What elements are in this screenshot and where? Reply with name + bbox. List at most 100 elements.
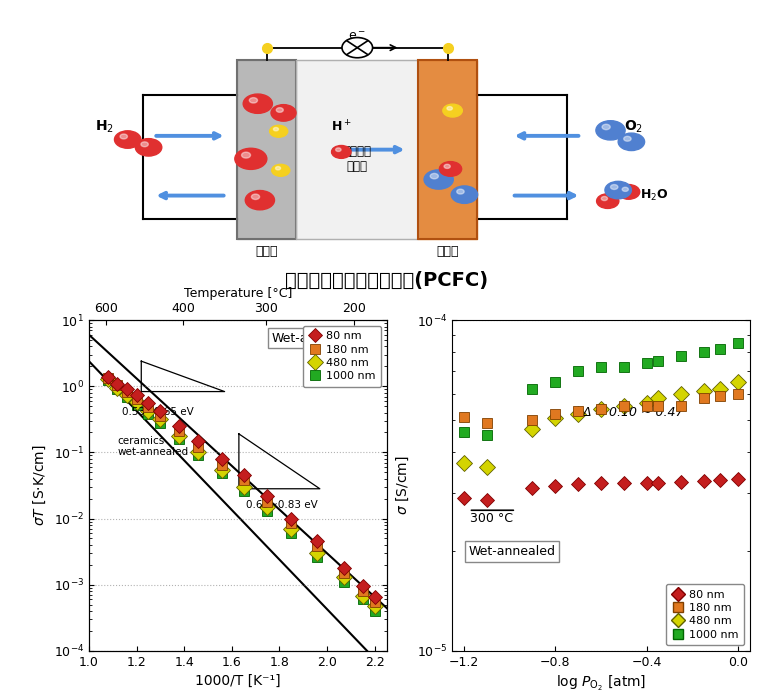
Circle shape — [622, 187, 628, 191]
180 nm — [358, 587, 367, 595]
Text: 300 °C: 300 °C — [470, 512, 513, 525]
Circle shape — [439, 161, 461, 176]
Text: e$^-$: e$^-$ — [349, 30, 366, 43]
Circle shape — [245, 191, 274, 209]
Circle shape — [274, 127, 278, 131]
480 nm — [358, 592, 367, 600]
80 nm — [104, 372, 113, 381]
1000 nm — [104, 376, 113, 384]
480 nm — [287, 525, 296, 533]
80 nm — [194, 436, 203, 445]
80 nm — [358, 582, 367, 590]
180 nm — [313, 542, 322, 551]
80 nm — [113, 379, 122, 388]
Circle shape — [597, 193, 619, 208]
480 nm — [194, 448, 203, 457]
180 nm — [370, 598, 380, 606]
480 nm — [144, 407, 153, 416]
80 nm — [313, 537, 322, 546]
Text: O$_2$: O$_2$ — [624, 118, 643, 135]
80 nm — [339, 564, 349, 572]
Circle shape — [444, 164, 451, 168]
Text: 燃料極: 燃料極 — [256, 245, 278, 258]
180 nm — [263, 498, 272, 506]
Circle shape — [335, 148, 341, 152]
180 nm — [104, 374, 113, 382]
Circle shape — [235, 148, 267, 169]
Circle shape — [272, 164, 290, 176]
Circle shape — [276, 108, 283, 112]
80 nm — [217, 454, 226, 463]
480 nm — [239, 483, 248, 491]
Circle shape — [618, 133, 645, 150]
Text: プロトン
伝導体: プロトン 伝導体 — [343, 145, 371, 173]
180 nm — [132, 395, 141, 403]
1000 nm — [155, 419, 165, 427]
Bar — [237, 60, 296, 239]
Circle shape — [141, 142, 148, 147]
Circle shape — [605, 182, 632, 199]
Circle shape — [250, 97, 257, 103]
480 nm — [175, 432, 184, 440]
480 nm — [155, 415, 165, 423]
X-axis label: Temperature [°C]: Temperature [°C] — [183, 287, 292, 300]
1000 nm — [194, 451, 203, 459]
Text: 0.69~0.83 eV: 0.69~0.83 eV — [246, 500, 318, 510]
Bar — [418, 60, 477, 239]
Bar — [296, 60, 418, 239]
Y-axis label: $\sigma T$ [S$\cdot$K/cm]: $\sigma T$ [S$\cdot$K/cm] — [32, 445, 48, 526]
X-axis label: 1000/T [K⁻¹]: 1000/T [K⁻¹] — [195, 674, 281, 688]
80 nm — [370, 593, 380, 601]
Circle shape — [447, 106, 452, 110]
80 nm — [263, 491, 272, 500]
Line: 80 nm: 80 nm — [103, 372, 380, 602]
1000 nm — [144, 410, 153, 418]
1000 nm — [358, 595, 367, 603]
1000 nm — [313, 553, 322, 562]
180 nm — [239, 476, 248, 484]
180 nm — [217, 461, 226, 469]
Text: プロトン伝導型燃料電池(PCFC): プロトン伝導型燃料電池(PCFC) — [285, 271, 488, 290]
Text: 空気極: 空気極 — [437, 245, 459, 258]
Circle shape — [602, 125, 610, 129]
Circle shape — [431, 173, 438, 179]
480 nm — [122, 391, 131, 400]
80 nm — [239, 471, 248, 480]
X-axis label: log $P_{\mathregular{O_2}}$ [atm]: log $P_{\mathregular{O_2}}$ [atm] — [556, 674, 646, 693]
Bar — [418, 60, 477, 239]
180 nm — [339, 569, 349, 577]
Line: 1000 nm: 1000 nm — [103, 375, 380, 616]
480 nm — [370, 602, 380, 610]
180 nm — [287, 519, 296, 528]
Legend: 80 nm, 180 nm, 480 nm, 1000 nm: 80 nm, 180 nm, 480 nm, 1000 nm — [302, 326, 381, 387]
Circle shape — [342, 38, 373, 58]
480 nm — [113, 383, 122, 392]
Circle shape — [457, 189, 464, 194]
Circle shape — [120, 134, 128, 139]
1000 nm — [132, 401, 141, 409]
Circle shape — [451, 186, 478, 203]
80 nm — [144, 400, 153, 408]
Text: ceramics
wet-annealed: ceramics wet-annealed — [117, 436, 189, 457]
80 nm — [287, 514, 296, 523]
Bar — [296, 60, 418, 239]
180 nm — [155, 412, 165, 420]
Circle shape — [443, 104, 462, 117]
80 nm — [122, 385, 131, 393]
Circle shape — [135, 139, 162, 156]
Y-axis label: $\sigma$ [S/cm]: $\sigma$ [S/cm] — [395, 456, 411, 515]
Circle shape — [601, 196, 608, 200]
Text: H$_2$: H$_2$ — [95, 118, 114, 135]
180 nm — [194, 443, 203, 451]
Circle shape — [424, 170, 453, 189]
80 nm — [155, 407, 165, 416]
Circle shape — [243, 94, 272, 113]
1000 nm — [217, 469, 226, 477]
Circle shape — [275, 166, 281, 170]
180 nm — [144, 403, 153, 411]
Text: Wet-annealed: Wet-annealed — [468, 545, 556, 558]
Text: Δ = 0.10 ~ 0.47: Δ = 0.10 ~ 0.47 — [583, 406, 685, 419]
80 nm — [175, 422, 184, 430]
Text: 0.53~0.65 eV: 0.53~0.65 eV — [122, 407, 194, 418]
Legend: 80 nm, 180 nm, 480 nm, 1000 nm: 80 nm, 180 nm, 480 nm, 1000 nm — [666, 584, 744, 645]
